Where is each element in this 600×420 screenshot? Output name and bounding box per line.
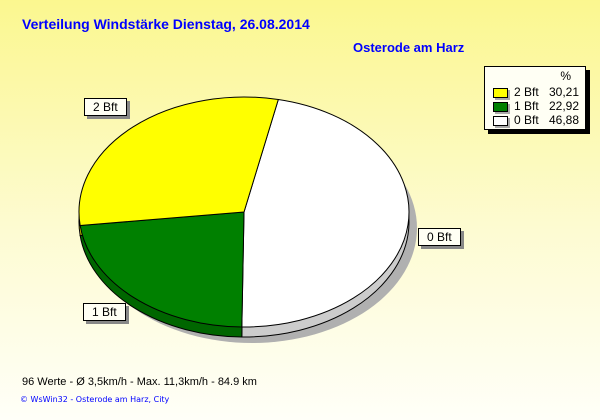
legend-value: 22,92 <box>548 99 579 113</box>
legend-label: 1 Bft <box>514 99 539 113</box>
legend-item: 2 Bft 30,21 <box>493 86 579 99</box>
legend: % 2 Bft 30,21 1 Bft 22,92 0 Bft 46,88 <box>484 66 586 130</box>
legend-label: 0 Bft <box>514 113 539 127</box>
chart-title: Verteilung Windstärke Dienstag, 26.08.20… <box>22 16 310 32</box>
slice-2bft <box>78 96 279 227</box>
footer-credit: © WsWin32 - Osterode am Harz, City <box>20 395 170 404</box>
slice-0bft <box>241 98 410 328</box>
location-label: Osterode am Harz <box>353 40 465 55</box>
legend-unit: % <box>560 69 571 83</box>
stats-line: 96 Werte - Ø 3,5km/h - Max. 11,3km/h - 8… <box>22 376 257 388</box>
legend-item: 1 Bft 22,92 <box>493 100 579 113</box>
legend-label: 2 Bft <box>514 85 539 99</box>
legend-swatch <box>493 88 508 98</box>
slice-label-2bft: 2 Bft <box>84 98 127 116</box>
legend-swatch <box>493 116 508 126</box>
slice-label-0bft: 0 Bft <box>418 228 461 246</box>
legend-item: 0 Bft 46,88 <box>493 114 579 127</box>
legend-value: 46,88 <box>548 113 579 127</box>
legend-swatch <box>493 102 508 112</box>
slice-1bft <box>79 211 245 328</box>
slice-label-1bft: 1 Bft <box>83 303 126 321</box>
legend-value: 30,21 <box>548 85 579 99</box>
